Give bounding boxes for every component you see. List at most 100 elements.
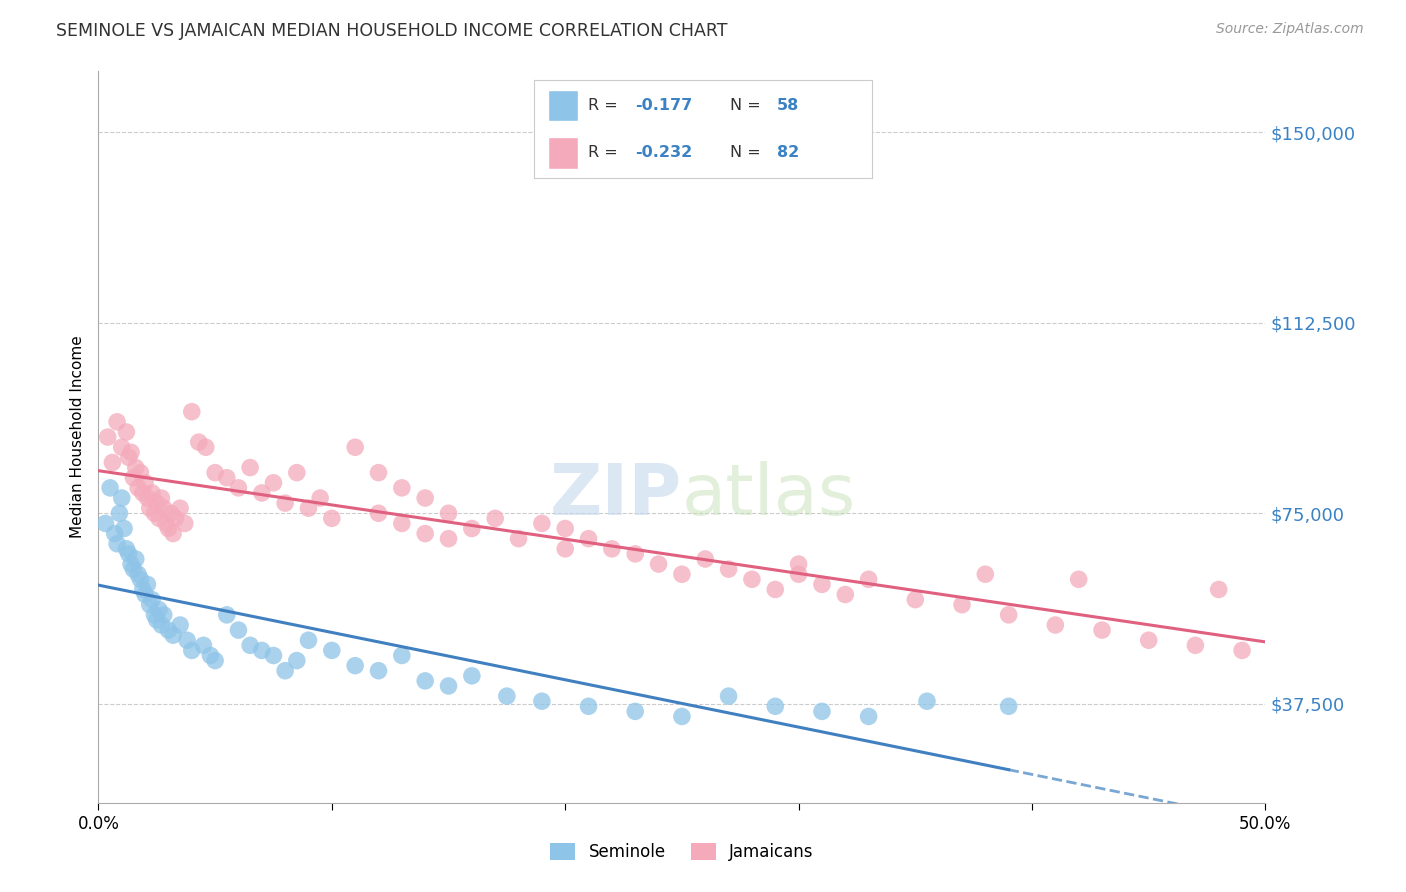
Point: [187, 435, 209, 450]
Point: [162, 526, 184, 541]
Point: [530, 516, 553, 531]
Point: [834, 588, 856, 602]
Point: [148, 603, 170, 617]
Text: R =: R =: [588, 145, 619, 161]
Point: [578, 532, 600, 546]
Point: [496, 689, 519, 703]
Point: [741, 572, 763, 586]
Point: [125, 552, 148, 566]
Point: [578, 699, 600, 714]
Point: [858, 572, 880, 586]
Point: [157, 623, 180, 637]
Point: [239, 460, 262, 475]
Point: [671, 567, 693, 582]
Text: SEMINOLE VS JAMAICAN MEDIAN HOUSEHOLD INCOME CORRELATION CHART: SEMINOLE VS JAMAICAN MEDIAN HOUSEHOLD IN…: [56, 22, 728, 40]
Point: [118, 450, 141, 465]
Point: [367, 466, 389, 480]
Point: [105, 537, 128, 551]
Point: [122, 562, 145, 576]
Point: [297, 633, 319, 648]
Point: [139, 598, 162, 612]
Point: [150, 491, 173, 505]
Point: [146, 613, 169, 627]
Point: [695, 552, 717, 566]
Point: [115, 425, 138, 439]
Y-axis label: Median Household Income: Median Household Income: [69, 335, 84, 539]
Point: [915, 694, 938, 708]
Point: [157, 521, 180, 535]
Point: [97, 430, 120, 444]
Point: [262, 648, 284, 663]
Point: [146, 496, 169, 510]
Point: [763, 582, 786, 597]
Point: [139, 501, 162, 516]
Point: [162, 628, 184, 642]
Text: Source: ZipAtlas.com: Source: ZipAtlas.com: [1216, 22, 1364, 37]
Text: atlas: atlas: [682, 461, 856, 530]
Point: [150, 618, 173, 632]
Point: [215, 471, 238, 485]
Point: [228, 481, 250, 495]
Text: R =: R =: [588, 98, 619, 113]
Point: [554, 541, 576, 556]
Point: [132, 582, 155, 597]
Point: [180, 405, 202, 419]
Point: [200, 648, 222, 663]
Point: [120, 445, 142, 459]
Text: 82: 82: [778, 145, 800, 161]
Point: [134, 475, 156, 490]
Point: [787, 557, 810, 571]
Point: [367, 506, 389, 520]
Point: [141, 592, 163, 607]
Point: [115, 541, 138, 556]
Point: [228, 623, 250, 637]
Point: [624, 705, 647, 719]
Point: [112, 521, 135, 535]
Point: [129, 466, 152, 480]
Point: [297, 501, 319, 516]
Point: [391, 516, 413, 531]
Point: [950, 598, 973, 612]
Point: [1137, 633, 1160, 648]
Point: [285, 466, 308, 480]
Point: [250, 643, 273, 657]
Point: [134, 588, 156, 602]
Point: [717, 689, 740, 703]
Point: [148, 511, 170, 525]
Point: [437, 506, 460, 520]
Point: [413, 491, 436, 505]
Point: [997, 699, 1019, 714]
Point: [391, 648, 413, 663]
Point: [274, 664, 297, 678]
Point: [122, 471, 145, 485]
Point: [671, 709, 693, 723]
Text: -0.232: -0.232: [636, 145, 693, 161]
Point: [204, 654, 226, 668]
Point: [152, 607, 174, 622]
Point: [461, 521, 484, 535]
Point: [508, 532, 530, 546]
Point: [437, 679, 460, 693]
Point: [155, 516, 177, 531]
Point: [1067, 572, 1090, 586]
Point: [159, 506, 181, 520]
Point: [274, 496, 297, 510]
Point: [811, 705, 834, 719]
Point: [974, 567, 997, 582]
Point: [624, 547, 647, 561]
Text: 58: 58: [778, 98, 800, 113]
Point: [143, 506, 166, 520]
Text: -0.177: -0.177: [636, 98, 693, 113]
Point: [1230, 643, 1253, 657]
Point: [143, 607, 166, 622]
Point: [904, 592, 927, 607]
Point: [600, 541, 623, 556]
Point: [787, 567, 810, 582]
Point: [173, 516, 195, 531]
Point: [321, 511, 343, 525]
Point: [169, 618, 191, 632]
Point: [262, 475, 284, 490]
Point: [1184, 638, 1206, 652]
Point: [461, 669, 484, 683]
Point: [120, 557, 142, 571]
